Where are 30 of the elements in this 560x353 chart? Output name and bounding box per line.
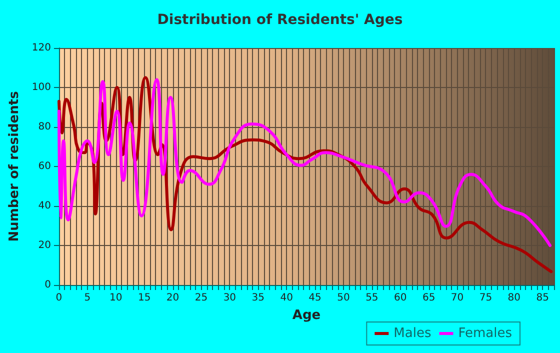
- x-tick-label: 20: [166, 292, 180, 304]
- x-tick-label: 75: [479, 292, 492, 304]
- y-axis-title: Number of residents: [7, 90, 22, 242]
- y-tick-label: 100: [32, 82, 51, 93]
- x-tick-label: 85: [536, 292, 549, 304]
- x-tick-label: 10: [110, 292, 122, 304]
- x-tick-label: 0: [56, 292, 62, 304]
- x-tick-label: 40: [280, 292, 293, 304]
- y-tick-label: 40: [38, 200, 51, 212]
- x-tick-label: 60: [394, 292, 407, 304]
- x-tick-label: 70: [450, 292, 464, 304]
- y-tick-label: 80: [38, 122, 51, 132]
- x-tick-label: 35: [252, 292, 264, 304]
- y-tick-label: 20: [38, 240, 51, 251]
- x-tick-label: 25: [194, 292, 208, 304]
- y-tick-label: 120: [32, 42, 51, 54]
- x-axis-title: Age: [292, 308, 321, 323]
- x-tick-label: 50: [337, 292, 350, 304]
- x-tick-label: 80: [508, 292, 521, 304]
- x-tick-label: 65: [422, 292, 436, 304]
- y-tick-label: 60: [38, 161, 51, 172]
- chart-title: Distribution of Residents' Ages: [157, 12, 403, 28]
- x-tick-label: 45: [308, 292, 322, 304]
- x-tick-label: 55: [366, 292, 378, 304]
- x-tick-label: 5: [84, 292, 91, 304]
- x-tick-label: 15: [138, 292, 151, 304]
- y-tick-label: 0: [44, 280, 51, 290]
- x-tick-label: 30: [223, 292, 236, 304]
- legend-label: Males: [394, 326, 432, 341]
- legend-label: Females: [458, 326, 512, 341]
